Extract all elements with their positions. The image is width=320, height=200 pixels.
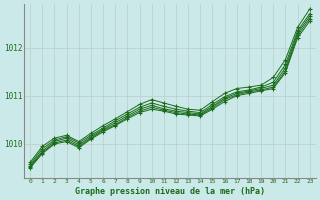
X-axis label: Graphe pression niveau de la mer (hPa): Graphe pression niveau de la mer (hPa) (75, 187, 265, 196)
